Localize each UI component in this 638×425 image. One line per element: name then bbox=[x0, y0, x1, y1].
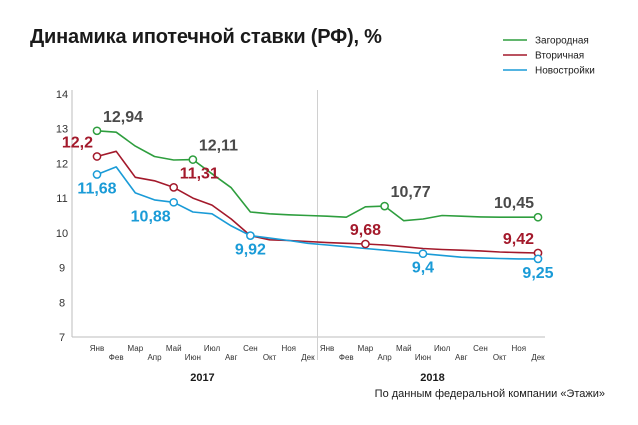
data-point-marker bbox=[246, 231, 255, 240]
x-tick-label: Дек bbox=[531, 353, 545, 362]
x-tick-label: Июл bbox=[434, 344, 451, 353]
data-point-marker bbox=[361, 239, 370, 249]
x-tick-label: Фев bbox=[109, 353, 124, 362]
data-point-marker bbox=[92, 152, 102, 161]
x-tick-label: Мар bbox=[358, 344, 374, 353]
x-tick-label: Апр bbox=[147, 353, 162, 362]
data-point-marker bbox=[188, 155, 198, 164]
data-label: 10,77 bbox=[391, 184, 431, 201]
y-tick-label: 12 bbox=[56, 158, 68, 170]
data-label: 9,25 bbox=[522, 265, 553, 282]
x-tick-label: Сен bbox=[473, 344, 488, 353]
data-label: 12,11 bbox=[199, 138, 238, 155]
chart-title: Динамика ипотечной ставки (РФ), % bbox=[30, 26, 382, 48]
data-label: 11,68 bbox=[77, 181, 116, 198]
data-label: 10,88 bbox=[131, 208, 171, 225]
data-point-marker bbox=[169, 183, 179, 192]
x-tick-label: Май bbox=[166, 344, 182, 353]
x-tick-label: Дек bbox=[301, 353, 315, 362]
y-tick-label: 8 bbox=[59, 297, 65, 309]
y-tick-label: 7 bbox=[59, 332, 65, 344]
y-tick-label: 9 bbox=[59, 263, 65, 275]
x-tick-label: Сен bbox=[243, 344, 258, 353]
source-note: По данным федеральной компании «Этажи» bbox=[374, 388, 605, 400]
data-point-marker bbox=[92, 126, 102, 136]
x-tick-label: Апр bbox=[378, 353, 393, 362]
legend-label: Вторичная bbox=[535, 51, 584, 62]
data-label: 9,42 bbox=[503, 231, 534, 248]
x-tick-label: Окт bbox=[263, 353, 277, 362]
data-point-marker bbox=[418, 249, 428, 259]
data-point-marker bbox=[169, 197, 179, 207]
x-tick-label: Авг bbox=[455, 353, 468, 362]
x-tick-label: Ноя bbox=[512, 344, 527, 353]
y-tick-label: 14 bbox=[56, 89, 68, 101]
x-tick-label: Окт bbox=[493, 353, 507, 362]
data-label: 10,45 bbox=[494, 195, 534, 212]
data-label: 11,31 bbox=[180, 165, 219, 182]
data-point-marker bbox=[380, 201, 389, 211]
data-label: 12,2 bbox=[62, 134, 93, 151]
x-tick-label: Май bbox=[396, 344, 412, 353]
x-tick-label: Янв bbox=[90, 344, 104, 353]
y-tick-label: 13 bbox=[56, 124, 68, 136]
x-tick-label: Мар bbox=[128, 344, 144, 353]
data-label: 12,94 bbox=[103, 109, 143, 126]
y-tick-label: 11 bbox=[56, 193, 67, 205]
legend-label: Загородная bbox=[535, 36, 589, 47]
x-tick-label: Июн bbox=[185, 353, 201, 362]
data-label: 9,4 bbox=[412, 260, 434, 277]
x-tick-label: Июн bbox=[415, 353, 431, 362]
data-point-marker bbox=[92, 170, 102, 179]
legend-label: Новостройки bbox=[535, 66, 595, 77]
x-tick-label: Ноя bbox=[281, 344, 296, 353]
data-label: 9,68 bbox=[350, 222, 381, 239]
x-tick-label: Авг bbox=[225, 353, 238, 362]
data-label: 9,92 bbox=[235, 242, 266, 259]
data-point-marker bbox=[533, 212, 543, 222]
year-label: 2018 bbox=[420, 372, 444, 384]
year-label: 2017 bbox=[190, 372, 214, 384]
x-tick-label: Янв bbox=[320, 344, 334, 353]
data-point-marker bbox=[533, 254, 543, 264]
x-tick-label: Фев bbox=[339, 353, 354, 362]
x-tick-label: Июл bbox=[204, 344, 221, 353]
y-tick-label: 10 bbox=[56, 228, 68, 240]
series-line bbox=[96, 130, 538, 222]
